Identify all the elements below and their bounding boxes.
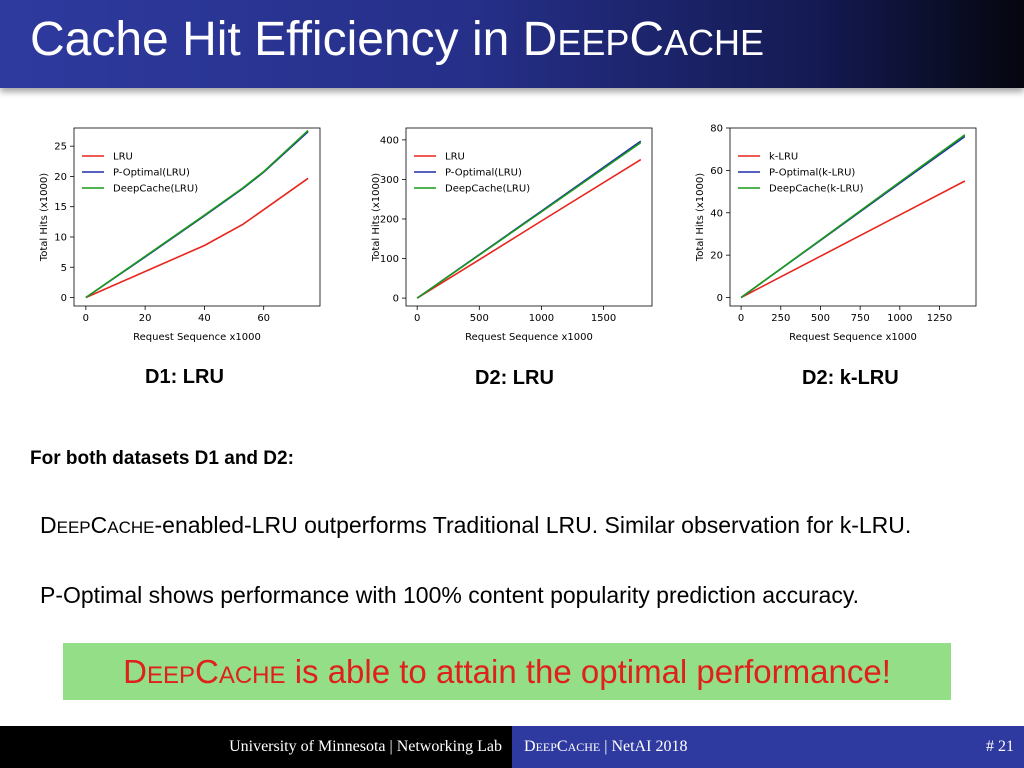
x-tick-label: 40 bbox=[198, 313, 211, 324]
legend-label: DeepCache(LRU) bbox=[113, 184, 198, 195]
y-tick-label: 15 bbox=[54, 202, 67, 213]
x-tick-label: 250 bbox=[771, 313, 790, 324]
y-axis-label: Total Hits (x1000) bbox=[39, 173, 50, 262]
x-tick-label: 500 bbox=[470, 313, 489, 324]
legend-label: P-Optimal(LRU) bbox=[113, 168, 190, 179]
y-tick-label: 40 bbox=[710, 208, 723, 219]
legend-label: P-Optimal(k-LRU) bbox=[769, 168, 855, 179]
chart-caption-d2-lru: D2: LRU bbox=[475, 367, 554, 389]
footer-institution: University of Minnesota | Networking Lab bbox=[229, 738, 502, 755]
bullet-p-optimal: P-Optimal shows performance with 100% co… bbox=[40, 582, 860, 608]
series-line-0 bbox=[416, 158, 642, 299]
x-tick-label: 0 bbox=[738, 313, 744, 324]
highlight-box: DEEPCACHE is able to attain the optimal … bbox=[63, 643, 951, 700]
y-tick-label: 10 bbox=[54, 232, 67, 243]
x-tick-label: 20 bbox=[139, 313, 152, 324]
legend-label: LRU bbox=[113, 152, 133, 163]
series-line-2 bbox=[740, 134, 966, 299]
plot-frame bbox=[405, 127, 653, 307]
bullet-deepcache-outperforms: DEEPCACHE-enabled-LRU outperforms Tradit… bbox=[40, 512, 912, 538]
section-heading: For both datasets D1 and D2: bbox=[30, 448, 294, 469]
y-tick-label: 20 bbox=[54, 172, 67, 183]
x-tick-label: 1500 bbox=[591, 313, 616, 324]
footer-event: DEEPCACHE | NetAI 2018 bbox=[524, 738, 688, 755]
x-tick-label: 1000 bbox=[887, 313, 912, 324]
slide-title: Cache Hit Efficiency in DEEPCACHE bbox=[30, 13, 765, 66]
series-line-0 bbox=[85, 177, 309, 299]
legend-label: DeepCache(k-LRU) bbox=[769, 184, 864, 195]
y-axis-label: Total Hits (x1000) bbox=[695, 173, 706, 262]
plot-frame bbox=[73, 127, 321, 307]
legend-label: P-Optimal(LRU) bbox=[445, 168, 522, 179]
x-tick-label: 750 bbox=[851, 313, 870, 324]
chart-d2-klru: 0 250 500 750 1000 1250 0 20 40 60 80 Request Seque… bbox=[695, 124, 977, 343]
series-line-0 bbox=[740, 180, 966, 299]
legend-label: LRU bbox=[445, 152, 465, 163]
y-tick-label: 300 bbox=[380, 175, 399, 186]
series-line-2 bbox=[85, 129, 309, 299]
x-tick-label: 500 bbox=[811, 313, 830, 324]
x-tick-label: 1000 bbox=[529, 313, 554, 324]
x-tick-label: 0 bbox=[414, 313, 420, 324]
y-tick-label: 25 bbox=[54, 142, 67, 153]
chart-d1-lru: 0 20 40 60 0 5 10 15 20 25 Request Sequence x1000 T… bbox=[39, 127, 321, 343]
chart-d2-lru: 0 500 1000 1500 0 100 200 300 400 Request Sequenc… bbox=[371, 127, 653, 343]
plot-frame bbox=[729, 127, 977, 307]
x-axis-label: Request Sequence x1000 bbox=[133, 332, 261, 343]
x-tick-label: 60 bbox=[257, 313, 270, 324]
legend-label: k-LRU bbox=[769, 152, 798, 163]
y-tick-label: 20 bbox=[710, 251, 723, 262]
y-axis-label: Total Hits (x1000) bbox=[371, 173, 382, 262]
y-tick-label: 200 bbox=[380, 214, 399, 225]
y-tick-label: 100 bbox=[380, 254, 399, 265]
y-tick-label: 5 bbox=[61, 263, 67, 274]
title-bar: Cache Hit Efficiency in DEEPCACHE bbox=[0, 0, 1024, 88]
x-tick-label: 0 bbox=[83, 313, 89, 324]
chart-caption-d1-lru: D1: LRU bbox=[145, 366, 224, 388]
page-number: # 21 bbox=[986, 738, 1014, 755]
x-tick-label: 1250 bbox=[927, 313, 952, 324]
y-tick-label: 0 bbox=[393, 294, 399, 305]
x-axis-label: Request Sequence x1000 bbox=[465, 332, 593, 343]
x-axis-label: Request Sequence x1000 bbox=[789, 332, 917, 343]
y-tick-label: 0 bbox=[717, 293, 723, 304]
chart-caption-d2-klru: D2: k-LRU bbox=[802, 367, 899, 389]
legend-label: DeepCache(LRU) bbox=[445, 184, 530, 195]
series-line-2 bbox=[416, 141, 642, 299]
y-tick-label: 400 bbox=[380, 135, 399, 146]
y-tick-label: 0 bbox=[61, 293, 67, 304]
footer-left: University of Minnesota | Networking Lab bbox=[0, 726, 512, 768]
y-tick-label: 80 bbox=[710, 124, 723, 135]
footer-right: DEEPCACHE | NetAI 2018 # 21 bbox=[512, 726, 1024, 768]
y-tick-label: 60 bbox=[710, 166, 723, 177]
